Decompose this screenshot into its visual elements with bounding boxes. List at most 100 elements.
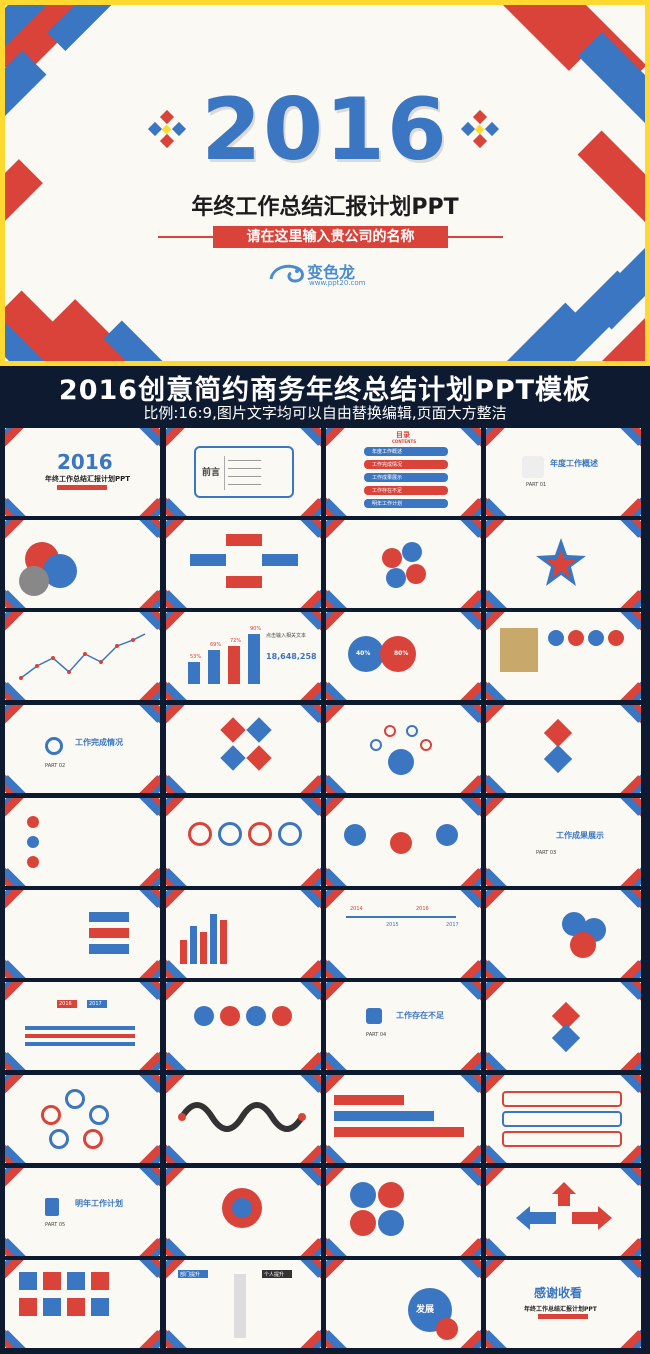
stripe-decoration: [326, 1168, 351, 1186]
slide-thumb[interactable]: [166, 798, 321, 886]
thumb-year: 2016: [57, 450, 113, 474]
hero-slide: 2016 年终工作总结汇报计划PPT 请在这里输入贵公司的名称 变色龙 www.…: [5, 5, 645, 361]
contents-item[interactable]: 工作成果展示: [364, 473, 448, 482]
stripe-decoration: [326, 428, 351, 446]
slide-thumb[interactable]: [5, 890, 160, 978]
slide-thumb[interactable]: [5, 520, 160, 608]
headline-subtitle: 比例:16:9,图片文字均可以自由替换编辑,页面大方整洁: [143, 404, 507, 422]
thumb-title: 工作存在不足: [396, 1011, 444, 1020]
slide-thumb[interactable]: [166, 982, 321, 1070]
stripe-decoration: [166, 705, 191, 723]
slide-thumb-bar-chart[interactable]: [166, 890, 321, 978]
stripe-decoration: [5, 705, 30, 723]
stripe-decoration: [166, 890, 191, 908]
contents-item[interactable]: 工作存在不足: [364, 486, 448, 495]
stripe-decoration: [166, 1168, 191, 1186]
stripe-decoration: [486, 428, 511, 446]
gear-icon: [45, 737, 63, 755]
slide-thumb-thanks[interactable]: 感谢收看 年终工作总结汇报计划PPT: [486, 1260, 641, 1348]
stripe-decoration: [166, 428, 191, 446]
stripe-decoration: [5, 1075, 30, 1093]
slide-thumb-contents[interactable]: 目录 CONTENTS 年度工作概述 工作完成情况 工作成果展示 工作存在不足 明年工作…: [326, 428, 481, 516]
contents-item[interactable]: 工作完成情况: [364, 460, 448, 469]
slide-thumb[interactable]: [166, 1168, 321, 1256]
slide-thumb-bar-chart[interactable]: 53% 69% 72% 90% 点击输入相关文本 18,648,258: [166, 612, 321, 700]
contents-item[interactable]: 明年工作计划: [364, 499, 448, 508]
thumb-title: 感谢收看: [534, 1286, 583, 1300]
slide-thumb[interactable]: [486, 705, 641, 793]
slide-thumb[interactable]: [486, 890, 641, 978]
stripe-decoration: [166, 798, 191, 816]
stripe-decoration: [486, 705, 511, 723]
slide-thumb[interactable]: [326, 1168, 481, 1256]
company-name: 请在这里输入贵公司的名称: [213, 226, 448, 248]
stripe-decoration: [486, 890, 511, 908]
slide-thumb[interactable]: [326, 705, 481, 793]
stripe-decoration: [5, 428, 30, 446]
contents-item-label: 年度工作概述: [372, 449, 403, 455]
thumb-title: 目录: [396, 431, 410, 439]
stripe-decoration: [326, 612, 351, 630]
slide-thumb[interactable]: [5, 798, 160, 886]
hero-banner: 2016 年终工作总结汇报计划PPT 请在这里输入贵公司的名称 变色龙 www.…: [0, 0, 650, 366]
stripe-decoration: [486, 520, 511, 538]
chameleon-icon: [269, 264, 304, 283]
slide-thumb-photo[interactable]: [486, 612, 641, 700]
stripe-decoration: [326, 982, 351, 1000]
stripe-decoration: [326, 520, 351, 538]
company-bar: 请在这里输入贵公司的名称: [158, 226, 503, 248]
slide-thumb[interactable]: [326, 1075, 481, 1163]
slide-thumb[interactable]: [486, 1075, 641, 1163]
slide-thumb-part5[interactable]: 明年工作计划 PART 05: [5, 1168, 160, 1256]
logo-name: 变色龙: [307, 263, 356, 282]
slide-thumb-part4[interactable]: 工作存在不足 PART 04: [326, 982, 481, 1070]
slide-thumb-line-chart[interactable]: [5, 612, 160, 700]
thumb-label: 前言: [202, 468, 221, 478]
stripe-decoration: [5, 982, 30, 1000]
slide-thumb[interactable]: [166, 520, 321, 608]
slide-thumb-timeline[interactable]: 2014 2015 2016 2017: [326, 890, 481, 978]
photo: [500, 628, 538, 672]
thumb-title: 工作完成情况: [75, 738, 123, 747]
stripe-decoration: [326, 705, 351, 723]
stripe-decoration: [166, 982, 191, 1000]
thumb-title: 工作成果展示: [556, 831, 604, 840]
slide-thumb[interactable]: [326, 520, 481, 608]
slide-thumb[interactable]: 发展: [326, 1260, 481, 1348]
slide-thumbnail-grid: 2016 年终工作总结汇报计划PPT 前言 ━━━━━━━━━━━ ━━━━━━…: [5, 428, 645, 1354]
slide-thumb[interactable]: [326, 798, 481, 886]
slide-thumb-cover[interactable]: 2016 年终工作总结汇报计划PPT: [5, 428, 160, 516]
stripe-decoration: [5, 1168, 30, 1186]
headline-title: 2016创意简约商务年终总结计划PPT模板: [58, 375, 592, 406]
slide-thumb[interactable]: 2016 2017: [5, 982, 160, 1070]
slide-thumb[interactable]: [486, 982, 641, 1070]
headline: 2016创意简约商务年终总结计划PPT模板 比例:16:9,图片文字均可以自由替…: [0, 366, 650, 426]
stripe-decoration: [326, 798, 351, 816]
stripe-decoration: [5, 890, 30, 908]
slide-thumb[interactable]: [166, 705, 321, 793]
slide-thumb-part3[interactable]: 工作成果展示 PART 03: [486, 798, 641, 886]
slide-thumb-preface[interactable]: 前言 ━━━━━━━━━━━ ━━━━━━━━━━━ ━━━━━━━━━━━ ━…: [166, 428, 321, 516]
slide-thumb[interactable]: [166, 1075, 321, 1163]
slide-thumb[interactable]: [5, 1075, 160, 1163]
stripe-decoration: [486, 798, 511, 816]
contents-item[interactable]: 年度工作概述: [364, 447, 448, 456]
slide-thumb[interactable]: 部门提升 个人提升: [166, 1260, 321, 1348]
stripe-decoration: [5, 798, 30, 816]
slide-thumb[interactable]: [486, 1168, 641, 1256]
slide-thumb-part1[interactable]: 年度工作概述 PART 01: [486, 428, 641, 516]
hero-year: 2016: [201, 80, 449, 180]
slide-thumb[interactable]: [486, 520, 641, 608]
document-icon: [45, 1198, 59, 1216]
slide-thumb-pie[interactable]: 40% 80%: [326, 612, 481, 700]
slide-thumb-icons[interactable]: [5, 1260, 160, 1348]
slide-thumb-part2[interactable]: 工作完成情况 PART 02: [5, 705, 160, 793]
stripe-decoration: [486, 1168, 511, 1186]
hero-title: 年终工作总结汇报计划PPT: [191, 195, 459, 220]
contents-item-label: 工作存在不足: [372, 488, 403, 494]
stripe-decoration: [326, 890, 351, 908]
stripe-decoration: [166, 612, 191, 630]
stripe-decoration: [166, 520, 191, 538]
contents-item-label: 明年工作计划: [372, 501, 403, 507]
